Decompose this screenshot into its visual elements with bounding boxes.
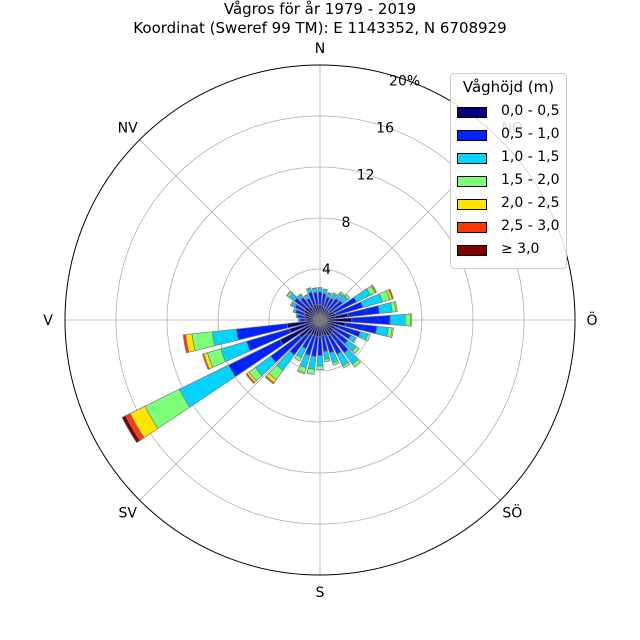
rose-bar-segment [393,301,398,313]
rose-bar-segment [264,375,275,385]
rose-bar-segment [351,314,391,326]
rose-bar-segment [299,318,307,322]
rose-bar-segment [332,360,340,366]
rose-bar-segment [317,287,323,289]
rose-bar-segment [390,327,394,339]
rose-bar-segment [377,302,393,314]
rose-bar-segment [351,345,360,355]
grid-spoke [319,319,501,501]
grid-ring [115,115,525,525]
rose-bar-segment [293,354,302,362]
rose-bar-segment [311,287,317,290]
rose-bar-segment [323,350,330,360]
chart-subtitle: Koordinat (Sweref 99 TM): E 1143352, N 6… [133,19,507,37]
legend-label: 1,5 - 2,0 [501,172,560,188]
rose-bar-segment [409,313,413,327]
grid-ring [217,217,423,423]
rose-bar-segment [296,369,306,375]
rose-bar-segment [365,333,371,342]
radial-tick-label: 16 [376,121,394,137]
rose-bar-segment [286,290,292,297]
rose-bar-segment [389,313,406,327]
rose-bar-segment [342,361,351,369]
chart-title-block: Vågros för år 1979 - 2019 Koordinat (Swe… [0,0,640,38]
rose-bar-segment [303,293,309,298]
direction-label: S [316,585,325,601]
radial-tick-label: 20% [389,73,420,89]
rose-bar-segment [306,367,316,375]
rose-bar-segment [317,287,323,293]
legend-swatch [457,153,487,164]
rose-bar-segment [327,292,333,295]
rose-bar-segment [317,336,323,357]
rose-bar-segment [182,334,190,354]
rose-bar-segment [202,353,210,370]
rose-bar-segment [289,301,294,307]
legend-label: 0,5 - 1,0 [501,126,560,142]
rose-bar-segment [297,318,301,322]
legend-swatch [457,176,487,187]
rose-bar-segment [211,328,239,347]
radial-tick-label: 8 [342,215,351,231]
legend-label: 0,0 - 0,5 [501,103,560,119]
rose-bar-segment [191,331,216,352]
rose-bar-segment [292,308,298,314]
rose-bar-segment [375,325,389,337]
legend-label: ≥ 3,0 [501,241,540,257]
legend-label: 1,0 - 1,5 [501,149,560,165]
rose-bar-segment [351,359,362,368]
radial-tick-label: 4 [322,262,331,278]
chart-title: Vågros för år 1979 - 2019 [223,0,417,18]
grid-spoke [139,139,321,321]
legend-swatch [457,107,487,118]
direction-label: SV [118,505,137,521]
rose-bar-segment [316,365,324,371]
rose-bar-segment [295,313,299,318]
direction-label: V [43,313,53,329]
rose-bar-segment [339,291,345,297]
rose-bar-segment [371,284,378,293]
rose-bar-segment [121,415,141,444]
grid-spoke [139,319,321,501]
rose-bar-segment [352,336,358,344]
rose-bar-segment [332,292,338,297]
direction-label: NV [118,121,138,137]
legend-title: Våghöjd (m) [462,78,555,96]
rose-bars [121,284,413,444]
rose-bar-segment [317,291,323,306]
outer-frame [64,64,576,576]
rose-bar-segment [245,372,256,385]
legend-swatch [457,222,487,233]
legend-swatch [457,130,487,141]
rose-bar-segment [404,313,411,327]
radial-tick-label: 12 [357,168,375,184]
grid-ring [166,166,474,474]
direction-label: SÖ [502,503,522,521]
rose-bar-segment [316,355,324,367]
legend-label: 2,5 - 3,0 [501,218,560,234]
direction-label: Ö [586,311,597,329]
legend-swatch [457,199,487,210]
rose-bar-segment [322,288,328,291]
direction-label: N [315,41,325,57]
legend-swatch [457,245,487,256]
rose-bar-segment [388,288,394,300]
rose-bar-segment [323,357,331,363]
legend-label: 2,0 - 2,5 [501,195,560,211]
rose-bar-segment [344,293,351,301]
legend: Våghöjd (m) 0,0 - 0,5 0,5 - 1,0 1,0 - 1,… [450,73,567,269]
rose-bar-segment [178,364,236,408]
rose-bar-segment [297,293,302,298]
rose-bar-segment [305,287,312,291]
